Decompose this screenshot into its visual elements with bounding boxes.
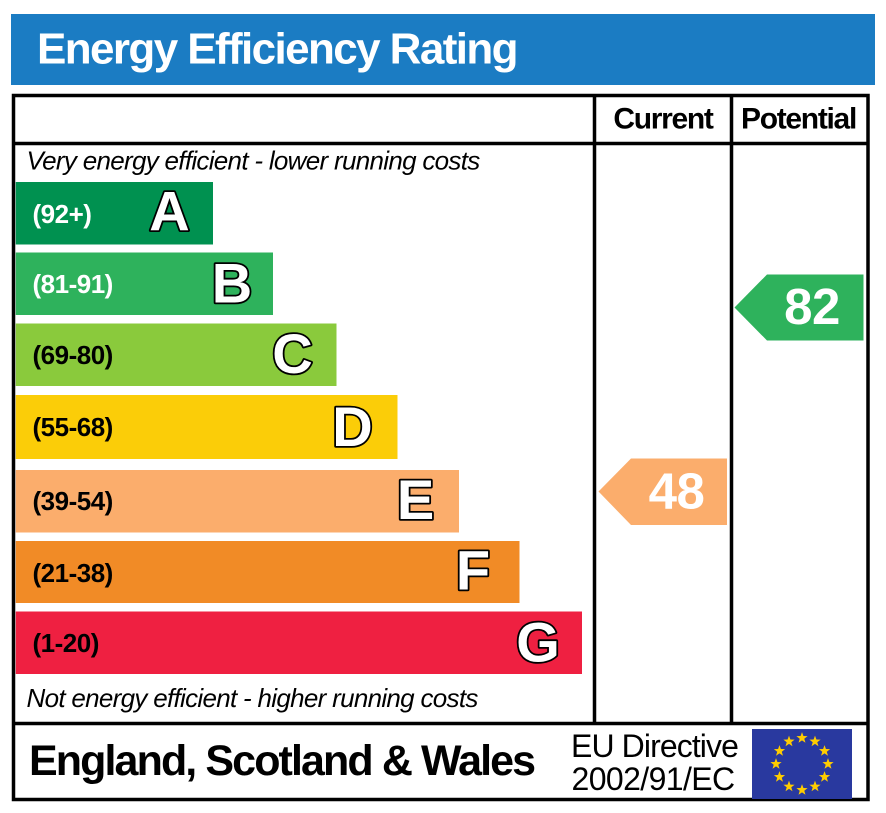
svg-text:48: 48 xyxy=(649,463,705,520)
svg-text:G: G xyxy=(516,611,560,674)
svg-text:(69-80): (69-80) xyxy=(33,340,113,370)
svg-text:Energy Efficiency Rating: Energy Efficiency Rating xyxy=(37,25,517,74)
svg-text:Potential: Potential xyxy=(741,103,856,136)
svg-text:(81-91): (81-91) xyxy=(33,269,113,299)
svg-text:England, Scotland & Wales: England, Scotland & Wales xyxy=(29,737,535,785)
svg-text:D: D xyxy=(332,395,372,458)
svg-text:(92+): (92+) xyxy=(33,199,92,229)
svg-text:(21-38): (21-38) xyxy=(33,558,113,588)
svg-text:82: 82 xyxy=(784,278,840,335)
svg-text:(1-20): (1-20) xyxy=(33,628,99,658)
svg-text:F: F xyxy=(456,539,490,602)
svg-text:A: A xyxy=(149,180,189,243)
svg-text:2002/91/EC: 2002/91/EC xyxy=(572,761,735,797)
svg-text:Not energy efficient - higher: Not energy efficient - higher running co… xyxy=(27,683,479,713)
svg-text:EU Directive: EU Directive xyxy=(571,728,738,764)
svg-text:E: E xyxy=(397,468,434,531)
svg-text:(55-68): (55-68) xyxy=(33,412,113,442)
svg-text:Very energy efficient - lower: Very energy efficient - lower running co… xyxy=(27,146,481,176)
svg-text:Current: Current xyxy=(613,103,714,136)
svg-text:B: B xyxy=(212,252,252,315)
svg-text:C: C xyxy=(272,322,312,385)
svg-text:(39-54): (39-54) xyxy=(33,486,113,516)
